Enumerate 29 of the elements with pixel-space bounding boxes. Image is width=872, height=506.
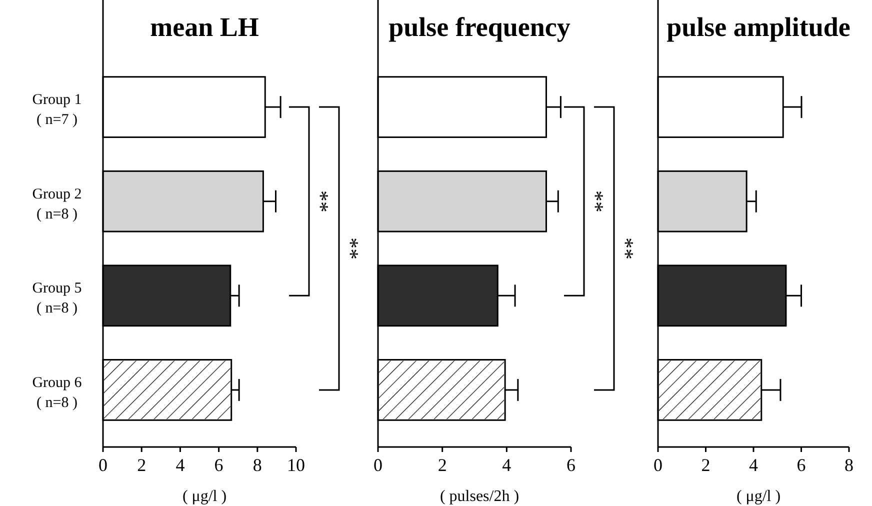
x-tick-label: 4 [176, 455, 185, 475]
y-tick-label: Group 6 ( n=8 ) [32, 374, 82, 411]
x-tick-label: 2 [701, 455, 710, 475]
text: ** [338, 238, 364, 260]
x-tick-label: 4 [502, 455, 512, 475]
x-tick-label: 0 [654, 455, 662, 475]
y-tick-label: Group 2 ( n=8 ) [32, 186, 82, 222]
x-tick-label: 0 [98, 455, 108, 475]
x-tick-label: 8 [252, 455, 262, 475]
x-tick-label: 2 [438, 455, 447, 475]
x-axis-title: ( μg/l ) [182, 488, 227, 505]
x-tick-label: 6 [214, 455, 224, 475]
x-tick-label: 0 [374, 455, 382, 475]
text: ** [308, 190, 334, 212]
x-tick-label: 10 [287, 455, 305, 475]
y-tick-label: Group 1 ( n=7 ) [32, 92, 82, 128]
x-axis-title: ( μg/l ) [736, 488, 781, 505]
x-tick-label: 6 [796, 455, 806, 475]
x-tick-label: 8 [844, 455, 854, 475]
chart-title: pulse frequency [388, 12, 571, 42]
x-tick-label: 4 [749, 455, 758, 475]
text: ** [584, 190, 608, 212]
chart-title: mean LH [150, 12, 259, 42]
x-tick-label: 6 [566, 455, 576, 475]
text: ** [614, 238, 638, 260]
x-axis-title: ( pulses/2h ) [440, 488, 520, 505]
y-tick-label: Group 5 ( n=8 ) [32, 280, 82, 317]
chart-title: pulse amplitude [666, 12, 850, 42]
x-tick-label: 2 [137, 455, 146, 475]
